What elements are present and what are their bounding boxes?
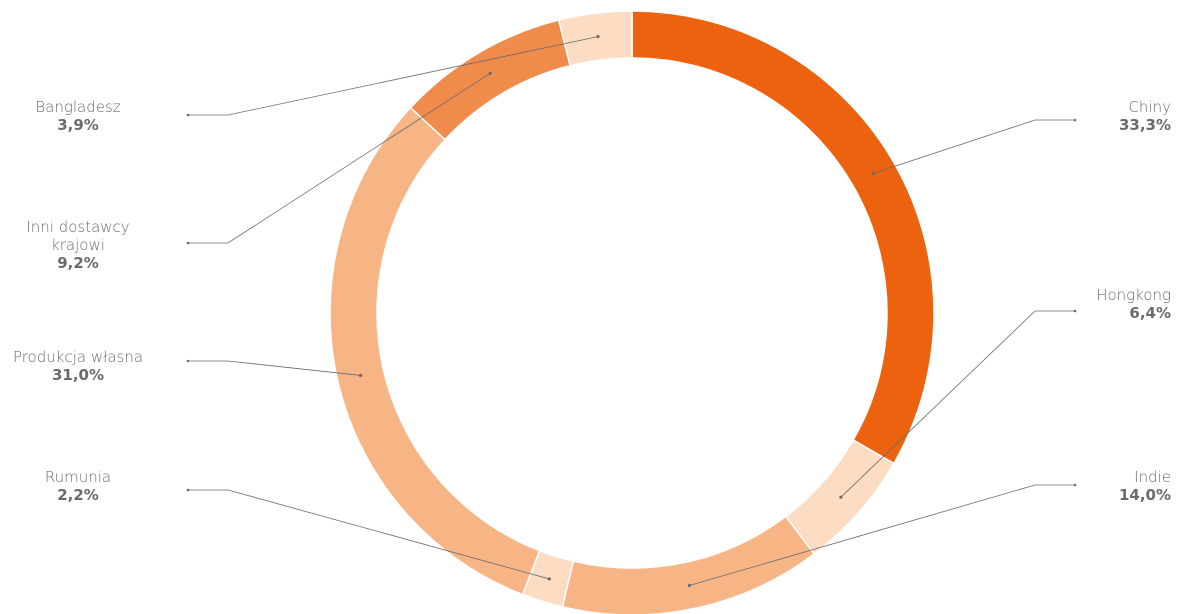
leader-end-dot-rumunia: [186, 488, 190, 492]
leader-dot-indie: [687, 583, 691, 588]
leader-end-dot-chiny: [1073, 118, 1077, 122]
value-label-hongkong: 6,4%: [1129, 304, 1171, 322]
leader-end-dot-inni-dostawcy-krajowi: [186, 241, 190, 245]
label-inni-dostawcy-krajowi-line-1: Inni dostawcy: [26, 218, 129, 236]
leader-end-dot-hongkong: [1073, 309, 1077, 313]
leader-lines: [186, 34, 1077, 588]
value-label-rumunia: 2,2%: [57, 486, 99, 504]
leader-end-dot-bangladesz: [186, 113, 190, 117]
label-rumunia: Rumunia: [45, 468, 111, 486]
leader-dot-bangladesz: [596, 34, 600, 39]
leader-line-rumunia: [188, 489, 550, 580]
slice-inni-dostawcy-krajowi: [409, 19, 572, 141]
leader-dot-produkcja-wlasna: [358, 373, 363, 378]
leader-line-chiny: [872, 119, 1075, 174]
slice-produkcja-wlasna: [329, 106, 541, 596]
leader-end-dot-indie: [1073, 483, 1077, 487]
leader-dot-chiny: [871, 171, 875, 176]
value-label-produkcja-wlasna: 31,0%: [52, 366, 104, 384]
leader-end-dot-produkcja-wlasna: [186, 359, 190, 363]
value-label-inni-dostawcy-krajowi: 9,2%: [57, 254, 99, 272]
value-label-indie: 14,0%: [1119, 486, 1171, 504]
value-label-chiny: 33,3%: [1119, 116, 1171, 134]
slice-chiny: [631, 10, 935, 465]
leader-line-inni-dostawcy-krajowi: [188, 72, 491, 244]
leader-line-indie: [689, 484, 1075, 586]
leader-dot-inni-dostawcy-krajowi: [488, 71, 492, 75]
label-inni-dostawcy-krajowi-line-2: krajowi: [51, 236, 105, 254]
value-label-bangladesz: 3,9%: [57, 116, 99, 134]
label-chiny: Chiny: [1128, 98, 1171, 116]
label-bangladesz: Bangladesz: [35, 98, 120, 116]
leader-line-produkcja-wlasna: [188, 360, 361, 376]
leader-dot-rumunia: [547, 577, 551, 581]
slice-bangladesz: [557, 10, 633, 67]
leader-dot-hongkong: [839, 495, 843, 499]
slice-indie: [561, 515, 816, 614]
label-hongkong: Hongkong: [1096, 286, 1171, 304]
label-produkcja-wlasna: Produkcja własna: [13, 348, 143, 366]
leader-line-bangladesz: [188, 36, 599, 116]
leader-line-hongkong: [840, 310, 1075, 498]
label-indie: Indie: [1134, 468, 1171, 486]
donut-slices: [329, 10, 935, 614]
